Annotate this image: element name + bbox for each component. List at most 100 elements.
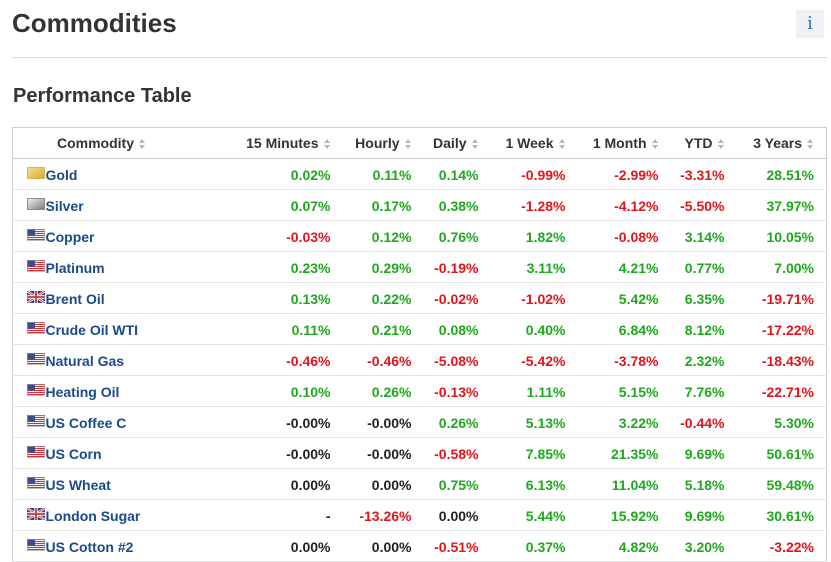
change-cell: -0.19% <box>417 251 485 283</box>
change-cell: -0.99% <box>484 158 572 190</box>
change-cell: 30.61% <box>730 499 827 531</box>
change-cell: 11.04% <box>571 468 665 500</box>
column-header[interactable]: Commodity <box>12 127 226 159</box>
table-row: US Wheat 0.00% 0.00% 0.75% 6.13% 11.04% 5.18% 5… <box>12 468 827 500</box>
change-cell: -2.99% <box>571 158 665 190</box>
commodity-link[interactable]: Copper <box>45 220 226 252</box>
column-header[interactable]: 1 Week <box>484 127 572 159</box>
change-cell: 5.44% <box>484 499 572 531</box>
sort-icon <box>471 139 479 150</box>
header-row: Commodity 15 Minutes Hourly Daily 1 Week 1 Mo… <box>12 127 827 159</box>
flag-icon <box>27 228 45 244</box>
change-cell: 0.12% <box>336 220 418 252</box>
commodity-link[interactable]: Gold <box>45 158 226 190</box>
flag-cell <box>12 282 46 314</box>
table-row: Silver 0.07% 0.17% 0.38% -1.28% -4.12% -5.50% 3… <box>12 189 827 221</box>
flag-icon <box>27 259 45 275</box>
change-cell: -1.02% <box>484 282 572 314</box>
change-cell: 6.35% <box>664 282 731 314</box>
info-button[interactable]: i <box>796 10 824 38</box>
change-cell: 0.77% <box>664 251 731 283</box>
change-cell: -22.71% <box>730 375 827 407</box>
change-cell: 0.13% <box>225 282 337 314</box>
commodity-link[interactable]: Silver <box>45 189 226 221</box>
page-title: Commodities <box>12 8 177 38</box>
flag-cell <box>12 251 46 283</box>
change-cell: 3.14% <box>664 220 731 252</box>
commodity-link[interactable]: Brent Oil <box>45 282 226 314</box>
performance-table: Commodity 15 Minutes Hourly Daily 1 Week 1 Mo… <box>12 127 827 562</box>
column-header-label: 1 Month <box>592 135 647 151</box>
page: Commodities i Performance Table Commodit… <box>12 8 827 562</box>
table-row: Heating Oil 0.10% 0.26% -0.13% 1.11% 5.15% 7.7… <box>12 375 827 407</box>
table-row: Copper -0.03% 0.12% 0.76% 1.82% -0.08% 3.14% 10… <box>12 220 827 252</box>
column-header[interactable]: Hourly <box>336 127 418 159</box>
change-cell: -17.22% <box>730 313 827 345</box>
change-cell: 59.48% <box>730 468 827 500</box>
change-cell: -19.71% <box>730 282 827 314</box>
change-cell: 9.69% <box>664 499 731 531</box>
change-cell: 5.18% <box>664 468 731 500</box>
flag-icon <box>27 538 45 554</box>
change-cell: 2.32% <box>664 344 731 376</box>
change-cell: 0.22% <box>336 282 418 314</box>
commodity-link[interactable]: US Wheat <box>45 468 226 500</box>
column-header[interactable]: YTD <box>664 127 731 159</box>
flag-icon <box>27 383 45 399</box>
flag-cell <box>12 375 46 407</box>
change-cell: 0.37% <box>484 530 572 562</box>
section-title: Performance Table <box>13 85 192 107</box>
flag-cell <box>12 499 46 531</box>
change-cell: 0.21% <box>336 313 418 345</box>
sort-icon <box>717 139 725 150</box>
column-header[interactable]: 15 Minutes <box>225 127 337 159</box>
change-cell: 3.11% <box>484 251 572 283</box>
commodity-link[interactable]: Platinum <box>45 251 226 283</box>
change-cell: 0.07% <box>225 189 337 221</box>
flag-cell <box>12 530 46 562</box>
change-cell: 50.61% <box>730 437 827 469</box>
change-cell: -3.31% <box>664 158 731 190</box>
table-row: Brent Oil 0.13% 0.22% -0.02% -1.02% 5.42% 6.35… <box>12 282 827 314</box>
sort-icon <box>558 139 566 150</box>
commodity-link[interactable]: US Corn <box>45 437 226 469</box>
change-cell: -0.44% <box>664 406 731 438</box>
column-header-label: Daily <box>433 135 467 151</box>
commodity-link[interactable]: US Cotton #2 <box>45 530 226 562</box>
flag-icon <box>27 166 45 182</box>
change-cell: -5.08% <box>417 344 485 376</box>
sort-icon <box>139 139 146 150</box>
change-cell: 0.11% <box>225 313 337 345</box>
change-cell: 5.30% <box>730 406 827 438</box>
change-cell: 0.40% <box>484 313 572 345</box>
column-header[interactable]: 1 Month <box>571 127 665 159</box>
commodity-link[interactable]: Crude Oil WTI <box>45 313 226 345</box>
flag-cell <box>12 313 46 345</box>
flag-cell <box>12 406 46 438</box>
change-cell: 21.35% <box>571 437 665 469</box>
change-cell: 5.13% <box>484 406 572 438</box>
change-cell: -0.00% <box>336 406 418 438</box>
flag-cell <box>12 220 46 252</box>
commodity-link[interactable]: London Sugar <box>45 499 226 531</box>
commodity-link[interactable]: Heating Oil <box>45 375 226 407</box>
change-cell: 6.13% <box>484 468 572 500</box>
commodity-link[interactable]: Natural Gas <box>45 344 226 376</box>
change-cell: 0.00% <box>336 530 418 562</box>
commodity-link[interactable]: US Coffee C <box>45 406 226 438</box>
change-cell: -0.46% <box>336 344 418 376</box>
change-cell: 7.85% <box>484 437 572 469</box>
change-cell: - <box>225 499 337 531</box>
change-cell: 0.26% <box>336 375 418 407</box>
change-cell: 4.82% <box>571 530 665 562</box>
column-header[interactable]: Daily <box>417 127 485 159</box>
table-row: US Coffee C -0.00% -0.00% 0.26% 5.13% 3.22% -0… <box>12 406 827 438</box>
table-row: US Cotton #2 0.00% 0.00% -0.51% 0.37% 4.82% 3.… <box>12 530 827 562</box>
change-cell: -0.00% <box>225 406 337 438</box>
column-header-label: 1 Week <box>505 135 554 151</box>
change-cell: 28.51% <box>730 158 827 190</box>
change-cell: -0.08% <box>571 220 665 252</box>
change-cell: -5.50% <box>664 189 731 221</box>
column-header[interactable]: 3 Years <box>730 127 827 159</box>
flag-icon <box>26 290 46 306</box>
